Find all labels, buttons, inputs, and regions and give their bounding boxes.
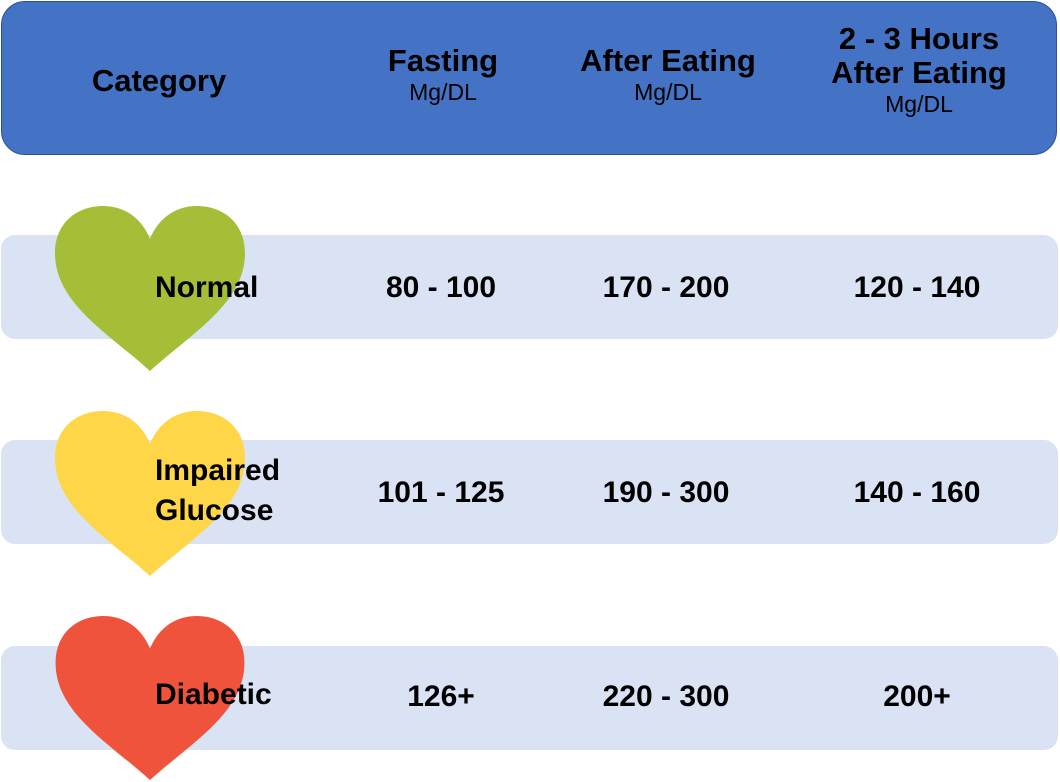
after-eating-value-impaired-glucose: 190 - 300 — [602, 476, 730, 509]
column-header-2-3-hours-title-line2: After Eating — [831, 55, 1007, 90]
table-header: Category Fasting Mg/DL After Eating Mg/D… — [1, 1, 1057, 155]
column-header-2-3-hours: 2 - 3 Hours After Eating Mg/DL — [831, 22, 1007, 118]
column-header-category-title: Category — [91, 63, 227, 98]
green-heart-icon — [55, 206, 245, 371]
two-three-hours-value-diabetic: 200+ — [883, 680, 951, 713]
column-header-category: Category — [92, 64, 226, 98]
category-diabetic-label: Diabetic — [155, 678, 272, 711]
column-header-after-eating: After Eating Mg/DL — [580, 44, 756, 106]
column-header-fasting-title: Fasting — [387, 43, 499, 78]
two-three-hours-value-impaired-glucose: 140 - 160 — [853, 476, 981, 509]
category-diabetic: Diabetic — [155, 675, 355, 715]
category-normal-label: Normal — [155, 271, 259, 304]
column-header-after-eating-unit: Mg/DL — [634, 79, 702, 105]
fasting-value-diabetic: 126+ — [407, 680, 475, 713]
two-three-hours-value-normal: 120 - 140 — [853, 271, 981, 304]
after-eating-value-normal: 170 - 200 — [602, 271, 730, 304]
red-heart-shape — [55, 615, 245, 781]
yellow-heart-shape — [55, 411, 245, 576]
category-normal: Normal — [155, 268, 355, 308]
category-impaired-label-line1: Impaired — [155, 454, 281, 487]
category-impaired-label-line2: Glucose — [155, 494, 274, 527]
column-header-2-3-hours-title-line1: 2 - 3 Hours — [838, 21, 1000, 56]
column-header-fasting: Fasting Mg/DL — [388, 44, 498, 106]
column-header-2-3-hours-unit: Mg/DL — [885, 91, 953, 117]
fasting-value-normal: 80 - 100 — [385, 271, 497, 304]
after-eating-value-diabetic: 220 - 300 — [602, 680, 730, 713]
fasting-value-impaired-glucose: 101 - 125 — [377, 476, 505, 509]
yellow-heart-icon — [55, 411, 245, 576]
column-header-after-eating-title: After Eating — [580, 43, 756, 78]
green-heart-shape — [55, 206, 245, 371]
red-heart-icon — [55, 615, 245, 781]
category-impaired-glucose: Impaired Glucose — [155, 451, 355, 531]
column-header-fasting-unit: Mg/DL — [409, 79, 477, 105]
